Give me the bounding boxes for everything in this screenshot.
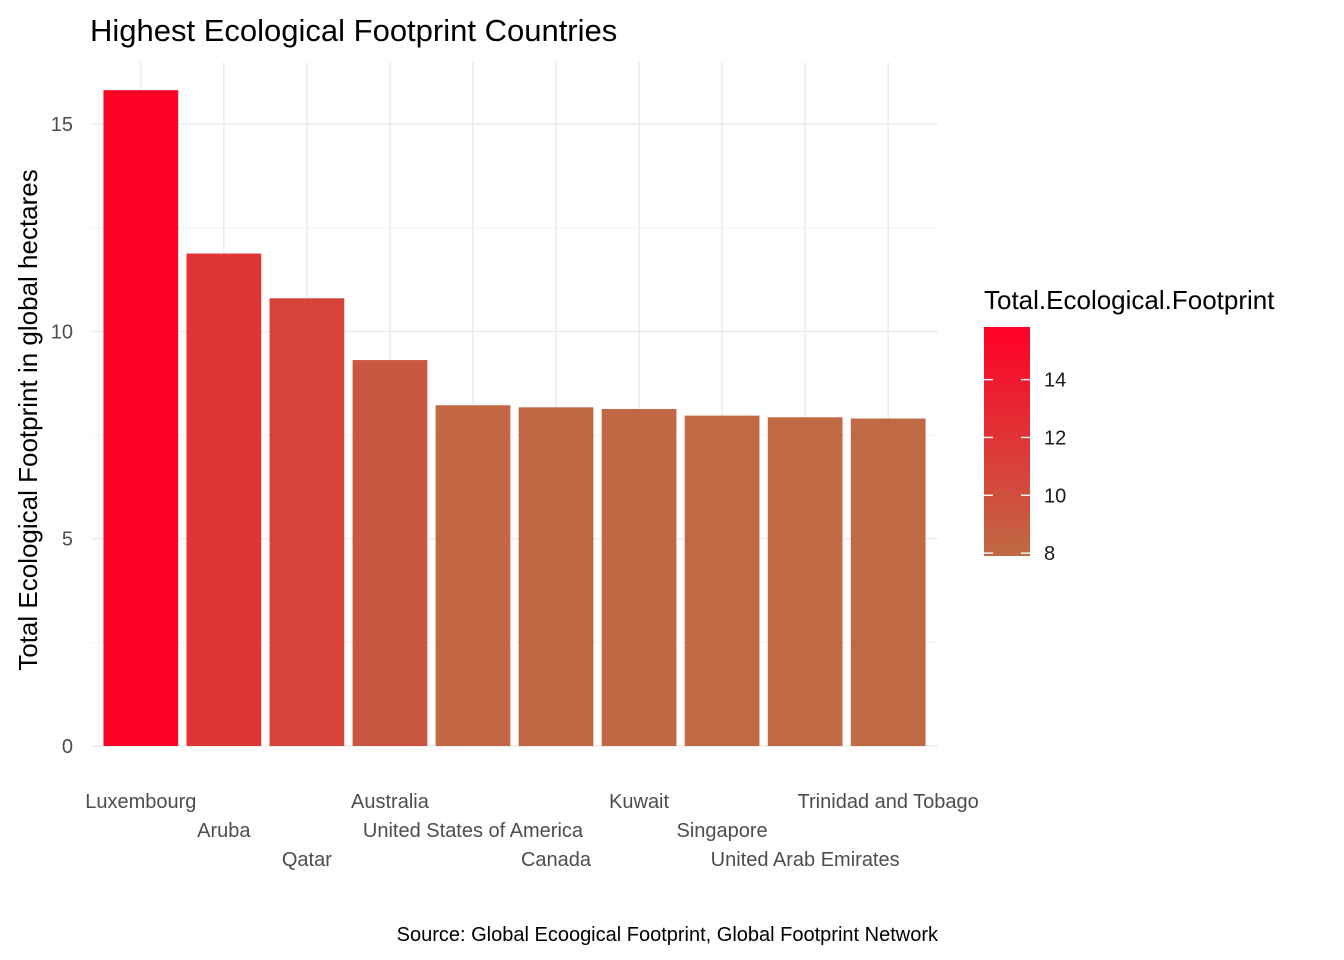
- legend-tick-label: 12: [1044, 427, 1066, 449]
- legend-tick-label: 8: [1044, 543, 1055, 565]
- bars: [103, 90, 926, 747]
- bar: [352, 360, 428, 746]
- bar: [684, 415, 760, 746]
- x-tick-label: United States of America: [363, 820, 584, 842]
- legend-ticks: 8 10 12 14: [984, 370, 1066, 565]
- x-tick-label: Singapore: [677, 820, 768, 842]
- chart-caption: Source: Global Ecoogical Footprint, Glob…: [397, 924, 939, 946]
- bar: [269, 298, 345, 746]
- x-tick-label: Australia: [351, 791, 430, 813]
- y-axis-ticks: 0 5 10 15: [51, 114, 73, 758]
- bar: [850, 418, 926, 746]
- chart-title: Highest Ecological Footprint Countries: [90, 13, 617, 48]
- bar: [767, 417, 843, 746]
- bar: [518, 407, 594, 746]
- x-tick-label: Kuwait: [609, 791, 669, 813]
- y-tick-label: 5: [62, 529, 73, 551]
- x-tick-label: United Arab Emirates: [711, 849, 900, 871]
- bar: [435, 405, 511, 746]
- legend: Total.Ecological.Footprint 8 10 12 14: [984, 285, 1275, 565]
- y-tick-label: 15: [51, 114, 73, 136]
- y-tick-label: 10: [51, 321, 73, 343]
- x-tick-label: Trinidad and Tobago: [798, 791, 979, 813]
- legend-tick-label: 14: [1044, 370, 1066, 392]
- x-tick-label: Canada: [521, 849, 592, 871]
- legend-title: Total.Ecological.Footprint: [984, 285, 1275, 315]
- x-tick-label: Luxembourg: [85, 791, 196, 813]
- y-axis-title: Total Ecological Footprint in global hec…: [13, 169, 43, 671]
- legend-colorbar: [984, 327, 1030, 556]
- x-tick-label: Qatar: [282, 849, 332, 871]
- y-tick-label: 0: [62, 736, 73, 758]
- bar: [186, 253, 262, 746]
- legend-tick-label: 10: [1044, 485, 1066, 507]
- bar: [601, 408, 677, 746]
- x-tick-label: Aruba: [197, 820, 251, 842]
- bar: [103, 90, 179, 747]
